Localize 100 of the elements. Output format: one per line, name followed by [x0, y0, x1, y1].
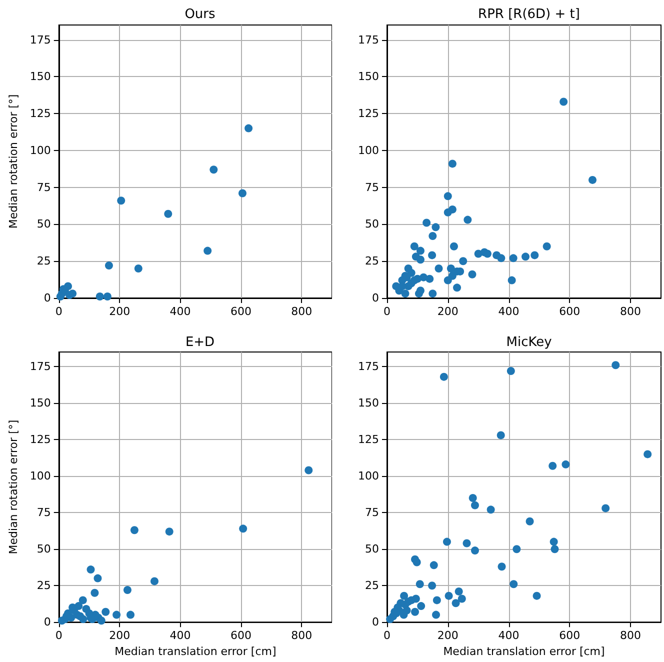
point	[90, 588, 99, 597]
point	[526, 517, 534, 526]
y-tick-label: 25	[36, 579, 51, 592]
point	[112, 610, 121, 619]
point	[134, 264, 142, 272]
point	[550, 538, 558, 546]
y-tick-label: 25	[36, 254, 51, 268]
point	[532, 592, 541, 600]
point	[644, 450, 652, 458]
x-tick-label: 800	[620, 629, 642, 642]
point	[412, 594, 420, 603]
point	[94, 574, 102, 582]
point	[82, 604, 90, 613]
y-tick-label: 100	[358, 470, 379, 483]
point	[450, 242, 458, 250]
y-tick-label: 150	[30, 70, 51, 84]
point	[602, 504, 610, 512]
x-tick-label: 600	[559, 305, 580, 318]
y-tick-label: 0	[44, 292, 51, 304]
point	[486, 506, 495, 514]
point	[446, 264, 455, 272]
point	[56, 292, 64, 301]
point	[412, 558, 421, 566]
x-tick-label: 0	[384, 305, 390, 318]
point	[560, 98, 568, 106]
y-tick-label: 50	[36, 218, 51, 231]
point	[612, 361, 620, 370]
point	[400, 610, 408, 619]
point	[79, 615, 88, 624]
point	[204, 246, 212, 255]
point	[509, 254, 518, 262]
point	[530, 251, 539, 260]
x-tick-label: 200	[437, 305, 458, 318]
x-tick-label: 600	[230, 629, 252, 642]
point	[96, 292, 104, 301]
y-tick-label: 125	[30, 107, 51, 120]
y-tick-label: 100	[30, 144, 51, 157]
point	[497, 254, 506, 262]
point	[417, 602, 426, 610]
point	[422, 218, 431, 227]
point	[444, 208, 452, 216]
y-tick-label: 75	[365, 180, 379, 194]
x-tick-label: 200	[109, 629, 130, 642]
point	[562, 460, 570, 468]
point	[522, 252, 530, 261]
x-tick-label: 800	[291, 305, 312, 318]
point	[483, 250, 492, 258]
x-tick-label: 200	[109, 305, 130, 318]
point	[440, 372, 448, 381]
point	[97, 616, 106, 625]
point	[410, 242, 418, 250]
y-axis-title: Median rotation error [°]	[7, 94, 20, 229]
y-tick-label: 0	[44, 616, 51, 629]
x-tick-label: 400	[498, 305, 520, 318]
y-tick-label: 100	[358, 144, 379, 157]
point	[400, 592, 408, 600]
point	[117, 196, 126, 205]
point	[428, 582, 436, 590]
point	[414, 290, 423, 298]
point	[411, 608, 420, 616]
x-tick-label: 600	[230, 305, 252, 318]
y-tick-label: 175	[358, 33, 379, 46]
point	[430, 561, 438, 570]
x-tick-label: 400	[170, 305, 191, 318]
point	[102, 608, 110, 616]
point	[498, 562, 506, 571]
point	[512, 545, 521, 554]
y-tick-label: 0	[372, 292, 379, 304]
point	[448, 160, 456, 168]
point	[510, 580, 518, 588]
point	[454, 587, 463, 596]
y-tick-label: 175	[30, 33, 51, 46]
point	[398, 282, 406, 290]
y-tick-label: 25	[365, 579, 379, 592]
point	[416, 246, 424, 255]
y-tick-label: 100	[30, 470, 51, 483]
x-tick-label: 800	[291, 629, 312, 642]
point	[458, 594, 466, 603]
y-tick-label: 50	[365, 542, 379, 556]
y-tick-label: 75	[36, 180, 51, 194]
point	[428, 232, 437, 240]
point	[470, 546, 479, 555]
x-axis-title: Median translation error [cm]	[114, 645, 276, 658]
point	[86, 566, 95, 574]
y-tick-label: 125	[358, 107, 379, 120]
point	[548, 462, 557, 470]
point	[432, 610, 440, 619]
x-tick-label: 400	[498, 629, 520, 642]
x-tick-label: 200	[437, 629, 458, 642]
x-tick-label: 800	[620, 305, 642, 318]
y-tick-label: 75	[36, 506, 51, 520]
point	[468, 270, 476, 278]
point	[410, 276, 418, 284]
point	[401, 290, 410, 298]
point	[470, 501, 479, 510]
y-axis-title: Median rotation error [°]	[7, 420, 20, 554]
point	[452, 599, 460, 608]
y-tick-label: 50	[36, 542, 51, 556]
point	[104, 262, 113, 270]
point	[428, 251, 436, 260]
